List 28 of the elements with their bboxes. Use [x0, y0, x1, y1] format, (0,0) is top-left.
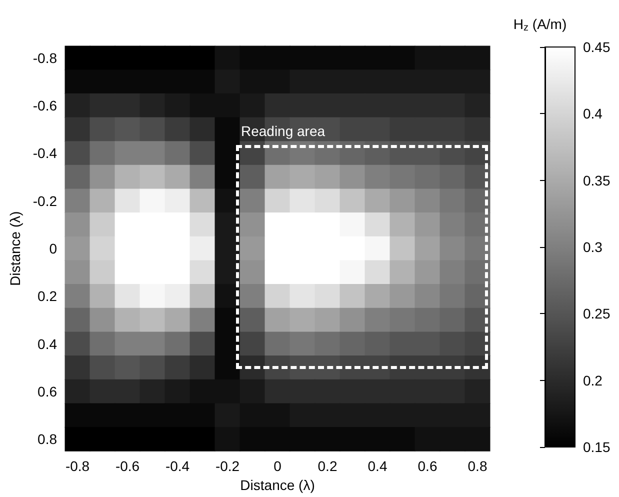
y-tick-label: -0.4 — [32, 145, 58, 162]
color-bar-label: 0.15 — [583, 439, 610, 455]
color-bar-label: 0.3 — [583, 239, 603, 255]
x-tick-label: -0.8 — [65, 458, 90, 474]
color-bar-label: 0.4 — [583, 106, 603, 122]
color-bar-label: 0.25 — [583, 306, 610, 322]
x-tick-label: 0 — [274, 458, 282, 474]
color-bar-label: 0.2 — [583, 372, 603, 388]
y-tick-label: 0.8 — [38, 431, 58, 448]
y-tick-label: -0.6 — [32, 98, 58, 114]
x-tick-label: -0.2 — [215, 458, 240, 474]
color-bar-label: 0.45 — [583, 39, 610, 55]
x-tick-label: 0.2 — [318, 458, 338, 474]
x-axis-title: Distance (λ) — [240, 477, 315, 493]
color-bar-label: 0.35 — [583, 172, 610, 188]
x-tick-label: -0.6 — [115, 458, 140, 474]
x-tick-label: 0.4 — [368, 458, 388, 474]
y-tick-label: 0 — [49, 240, 58, 257]
y-tick-label: 0.2 — [38, 288, 58, 304]
y-tick-label: 0.4 — [38, 336, 58, 352]
x-tick-label: 0.6 — [418, 458, 438, 474]
annotation: Reading area — [240, 123, 326, 140]
y-axis-title: Distance (λ) — [7, 211, 23, 286]
y-tick-label: -0.2 — [32, 192, 58, 209]
y-tick-label: 0.6 — [38, 384, 58, 400]
x-tick-label: -0.4 — [165, 458, 190, 474]
y-tick-label: -0.8 — [32, 50, 58, 66]
x-tick-label: 0.8 — [468, 458, 488, 474]
